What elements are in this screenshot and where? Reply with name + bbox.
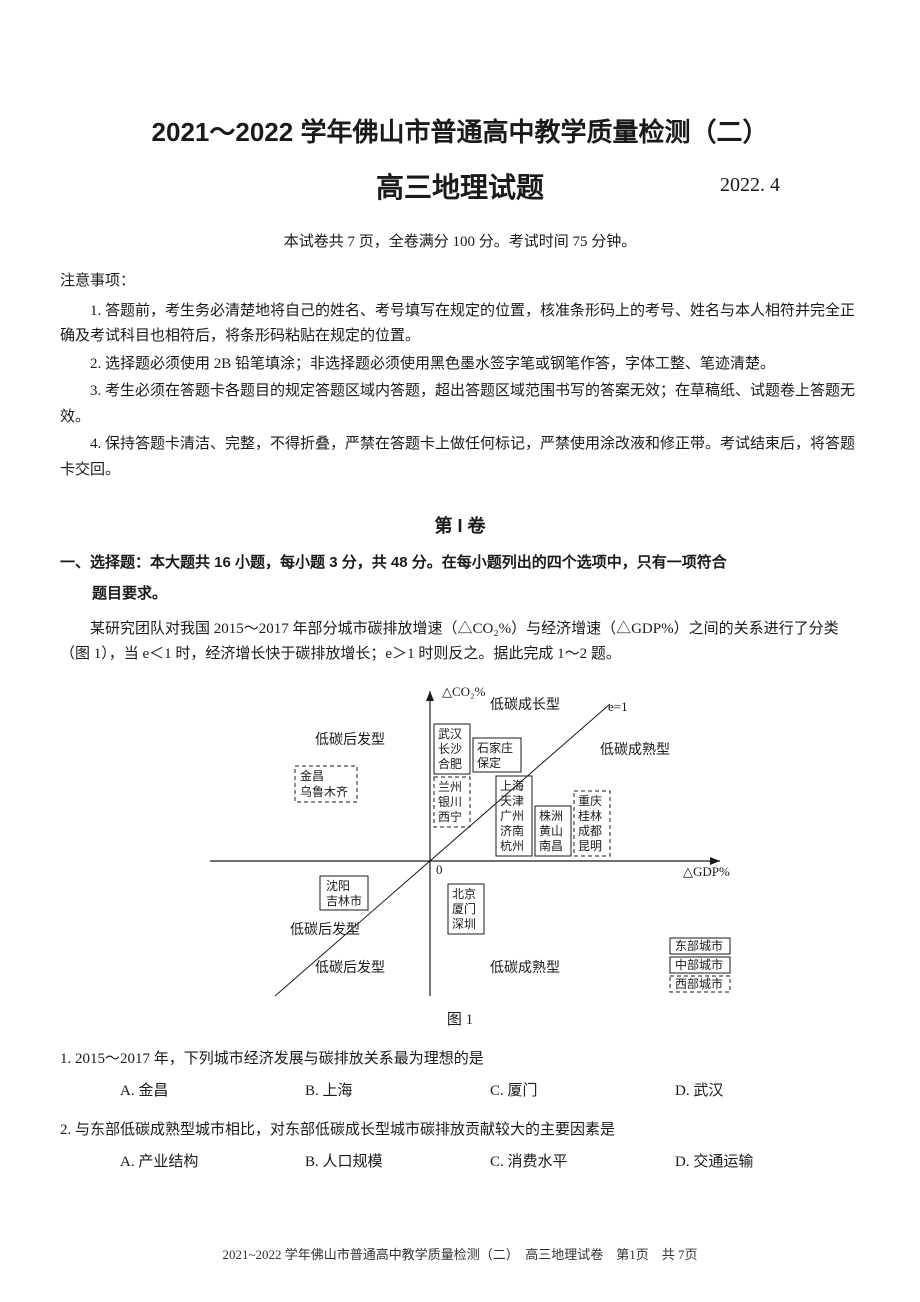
notice-3: 3. 考生必须在答题卡各题目的规定答题区域内答题，超出答题区域范围书写的答案无效… xyxy=(60,379,860,430)
svg-text:保定: 保定 xyxy=(477,755,501,770)
exam-info: 本试卷共 7 页，全卷满分 100 分。考试时间 75 分钟。 xyxy=(60,230,860,256)
svg-text:上海: 上海 xyxy=(500,778,524,793)
svg-text:南昌: 南昌 xyxy=(539,838,563,853)
svg-text:0: 0 xyxy=(436,862,443,877)
q2-opt-a: A. 产业结构 xyxy=(120,1150,305,1176)
title-line2: 高三地理试题 2022. 4 xyxy=(60,164,860,212)
svg-text:合肥: 合肥 xyxy=(438,756,462,771)
notice-4: 4. 保持答题卡清洁、完整，不得折叠，严禁在答题卡上做任何标记，严禁使用涂改液和… xyxy=(60,432,860,483)
part-label: 第 I 卷 xyxy=(60,511,860,542)
title-main: 高三地理试题 xyxy=(376,172,544,203)
passage-1: 某研究团队对我国 2015～2017 年部分城市碳排放增速（△CO₂%）与经济增… xyxy=(60,617,860,668)
q1-opt-c: C. 厦门 xyxy=(490,1079,675,1105)
svg-text:石家庄: 石家庄 xyxy=(477,740,513,755)
section1-header: 一、选择题：本大题共 16 小题，每小题 3 分，共 48 分。在每小题列出的四… xyxy=(60,550,860,576)
svg-text:武汉: 武汉 xyxy=(438,727,462,741)
page-footer: 2021~2022 学年佛山市普通高中教学质量检测（二） 高三地理试卷 第1页 … xyxy=(0,1244,920,1266)
q3-lower-label: 低碳后发型 xyxy=(315,960,385,976)
svg-text:北京: 北京 xyxy=(452,887,476,901)
y-axis-label: △CO₂% xyxy=(442,684,486,699)
svg-text:西宁: 西宁 xyxy=(438,809,462,824)
svg-text:金昌: 金昌 xyxy=(300,768,324,783)
q2-upper-label: 低碳后发型 xyxy=(315,732,385,748)
q4-upper-label: 低碳成熟型 xyxy=(490,960,560,976)
svg-text:济南: 济南 xyxy=(500,823,524,838)
legend-west: 西部城市 xyxy=(675,976,723,991)
q2-options: A. 产业结构 B. 人口规模 C. 消费水平 D. 交通运输 xyxy=(120,1150,860,1176)
legend-central: 中部城市 xyxy=(675,957,723,972)
q2-opt-d: D. 交通运输 xyxy=(675,1150,860,1176)
legend-east: 东部城市 xyxy=(675,938,723,953)
q2-opt-b: B. 人口规模 xyxy=(305,1150,490,1176)
q2-opt-c: C. 消费水平 xyxy=(490,1150,675,1176)
q1-opt-a: A. 金昌 xyxy=(120,1079,305,1105)
notice-label: 注意事项： xyxy=(60,269,860,295)
e1-label: e=1 xyxy=(608,699,628,714)
svg-text:乌鲁木齐: 乌鲁木齐 xyxy=(300,784,348,799)
title-date: 2022. 4 xyxy=(720,168,780,202)
scatter-diagram: △CO₂% △GDP% 0 e=1 低碳成长型 低碳成熟型 低碳后发型 低碳后发… xyxy=(180,676,740,1006)
q1-upper-label: 低碳成长型 xyxy=(490,697,560,713)
q1-opt-d: D. 武汉 xyxy=(675,1079,860,1105)
q1-lower-label: 低碳成熟型 xyxy=(600,742,670,758)
svg-text:桂林: 桂林 xyxy=(578,808,602,823)
q1-options: A. 金昌 B. 上海 C. 厦门 D. 武汉 xyxy=(120,1079,860,1105)
svg-text:杭州: 杭州 xyxy=(500,838,524,853)
svg-text:吉林市: 吉林市 xyxy=(326,893,362,908)
svg-text:长沙: 长沙 xyxy=(438,742,462,756)
svg-text:深圳: 深圳 xyxy=(452,917,476,931)
notice-1: 1. 答题前，考生务必清楚地将自己的姓名、考号填写在规定的位置，核准条形码上的考… xyxy=(60,299,860,350)
svg-text:天津: 天津 xyxy=(500,794,524,808)
figure-caption: 图 1 xyxy=(447,1008,473,1034)
svg-text:黄山: 黄山 xyxy=(539,824,563,838)
question-2: 2. 与东部低碳成熟型城市相比，对东部低碳成长型城市碳排放贡献较大的主要因素是 xyxy=(60,1118,860,1144)
figure-1: △CO₂% △GDP% 0 e=1 低碳成长型 低碳成熟型 低碳后发型 低碳后发… xyxy=(60,676,860,1034)
svg-text:兰州: 兰州 xyxy=(438,780,462,794)
svg-text:银川: 银川 xyxy=(438,795,462,809)
svg-text:株洲: 株洲 xyxy=(539,808,563,823)
q1-opt-b: B. 上海 xyxy=(305,1079,490,1105)
exam-page: 2021～2022 学年佛山市普通高中教学质量检测（二） 高三地理试题 2022… xyxy=(0,0,920,1302)
notice-2: 2. 选择题必须使用 2B 铅笔填涂；非选择题必须使用黑色墨水签字笔或钢笔作答，… xyxy=(60,352,860,378)
svg-text:厦门: 厦门 xyxy=(452,901,476,916)
svg-text:重庆: 重庆 xyxy=(578,794,602,808)
svg-text:沈阳: 沈阳 xyxy=(326,878,350,893)
section1-header-cont: 题目要求。 xyxy=(92,581,860,607)
title-line1: 2021～2022 学年佛山市普通高中教学质量检测（二） xyxy=(60,110,860,154)
q3-upper-label: 低碳后发型 xyxy=(290,922,360,938)
question-1: 1. 2015～2017 年，下列城市经济发展与碳排放关系最为理想的是 xyxy=(60,1047,860,1073)
svg-text:广州: 广州 xyxy=(500,809,524,823)
x-axis-label: △GDP% xyxy=(683,864,730,879)
svg-text:昆明: 昆明 xyxy=(578,839,602,853)
svg-text:成都: 成都 xyxy=(578,824,602,838)
